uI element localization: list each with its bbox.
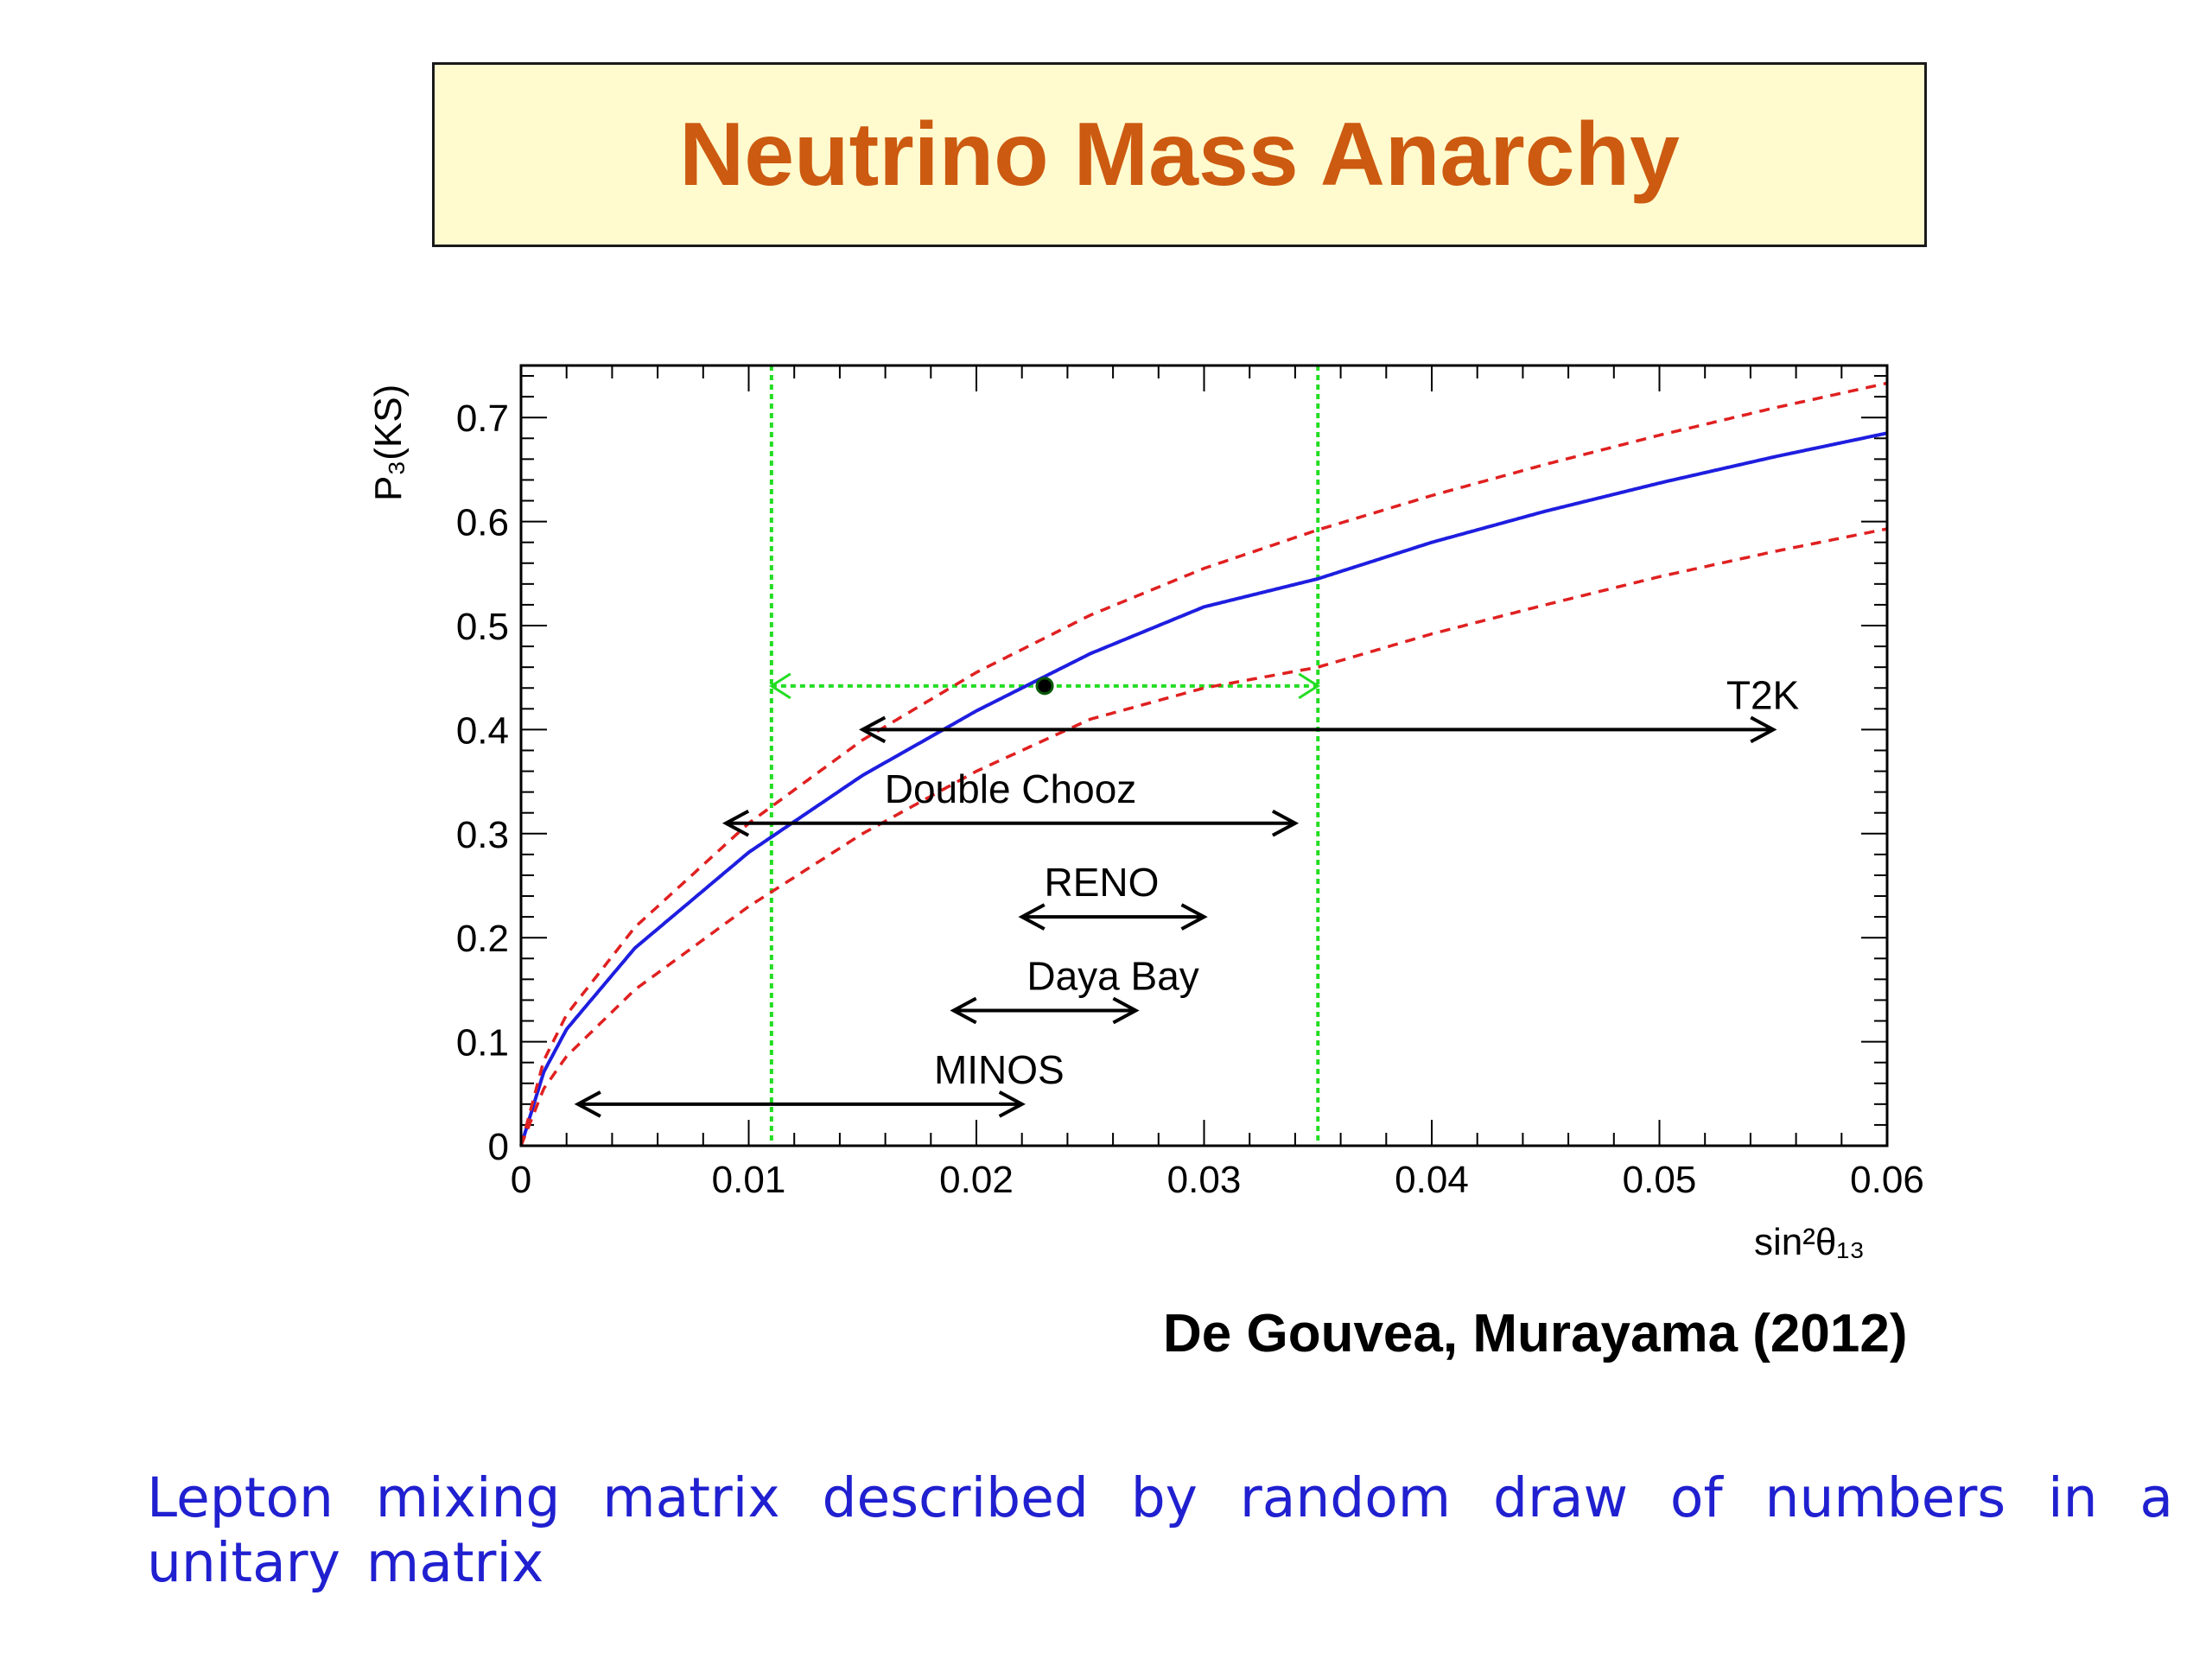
- x-tick-label: 0.03: [1167, 1159, 1242, 1201]
- x-axis-label: sin²θ₁₃: [1754, 1221, 1865, 1263]
- experiment-label: MINOS: [934, 1047, 1065, 1092]
- plot-frame: [519, 364, 1889, 1147]
- y-tick-label: 0.7: [456, 397, 509, 440]
- experiment-arrowhead-right: [1271, 809, 1300, 837]
- x-tick-label: 0.04: [1395, 1159, 1469, 1201]
- y-tick-label: 0.3: [456, 814, 509, 856]
- y-tick-label: 0.5: [456, 606, 509, 648]
- experiment-arrowhead-right: [1750, 715, 1777, 744]
- y-tick-label: 0.6: [456, 502, 509, 544]
- experiment-label: T2K: [1726, 672, 1800, 717]
- central-curve: [519, 431, 1888, 1147]
- experiment-arrowhead-left: [1018, 903, 1046, 931]
- experiment-arrowhead-right: [998, 1090, 1026, 1118]
- x-tick-label: 0.06: [1850, 1159, 1924, 1201]
- slide-title: Neutrino Mass Anarchy: [679, 104, 1680, 205]
- slide-title-box: Neutrino Mass Anarchy: [432, 62, 1927, 247]
- band-curve: [519, 527, 1888, 1147]
- experiment-label: RENO: [1044, 860, 1159, 905]
- experiment-arrowhead-right: [1112, 996, 1140, 1025]
- x-tick-label: 0.02: [939, 1159, 1014, 1201]
- y-axis-label: P₃(KS): [367, 385, 410, 501]
- x-tick-label: 0.01: [712, 1159, 786, 1201]
- y-tick-label: 0: [488, 1126, 509, 1168]
- experiment-arrowhead-right: [1180, 903, 1208, 931]
- experiment-arrowhead-left: [859, 715, 887, 744]
- x-tick-label: 0: [511, 1159, 531, 1201]
- y-tick-label: 0.2: [456, 918, 509, 960]
- measurement-arrowhead: [769, 672, 791, 700]
- x-tick-label: 0.05: [1623, 1159, 1697, 1201]
- experiment-arrowhead-left: [950, 996, 977, 1025]
- experiment-arrowhead-left: [721, 809, 750, 837]
- citation: De Gouvea, Murayama (2012): [1163, 1304, 1908, 1363]
- y-tick-label: 0.1: [456, 1022, 509, 1065]
- experiment-arrowhead-left: [574, 1090, 601, 1118]
- measurement-arrowhead: [1298, 672, 1321, 700]
- band-curve: [519, 381, 1888, 1147]
- experiment-label: Double Chooz: [885, 766, 1137, 811]
- measurement-point: [1035, 677, 1054, 696]
- caption: Lepton mixing matrix described by random…: [147, 1466, 2173, 1594]
- experiment-label: Daya Bay: [1027, 953, 1198, 998]
- y-tick-label: 0.4: [456, 709, 509, 752]
